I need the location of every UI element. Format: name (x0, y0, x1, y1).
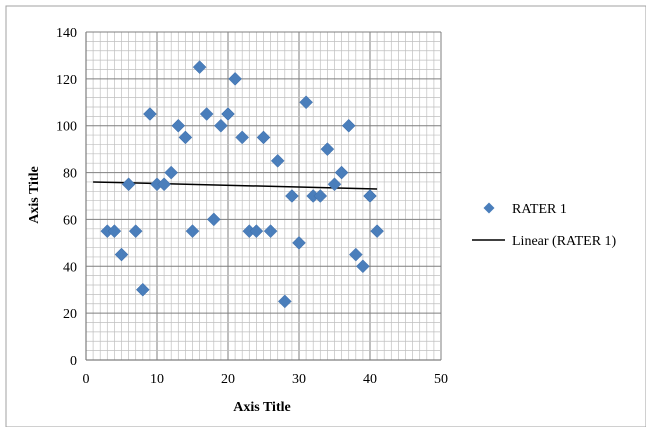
tick-labels: 0 10 20 30 40 50 0 20 40 60 80 100 120 140 (56, 26, 448, 387)
data-points (100, 60, 384, 309)
data-point (221, 107, 235, 121)
data-point (277, 294, 292, 309)
data-point (135, 282, 150, 297)
y-axis-title: Axis Title (27, 166, 42, 223)
data-point (214, 118, 228, 133)
data-point (157, 177, 171, 192)
y-tick-label: 60 (63, 213, 77, 228)
chart-border (5, 5, 646, 427)
data-point (299, 95, 313, 110)
data-point (327, 177, 342, 192)
y-tick-label: 0 (70, 354, 77, 369)
data-point (206, 212, 221, 227)
data-point (107, 224, 122, 238)
data-point (320, 142, 335, 156)
data-point (114, 247, 129, 262)
data-point (178, 130, 193, 145)
data-point (171, 118, 186, 133)
data-point (128, 224, 143, 238)
data-point (164, 165, 179, 180)
data-point (256, 130, 271, 145)
x-tick-label: 50 (434, 372, 448, 387)
trendline (93, 181, 378, 190)
data-point (292, 236, 306, 250)
x-tick-label: 10 (150, 372, 164, 387)
y-tick-label: 20 (63, 307, 77, 322)
data-point (199, 107, 214, 121)
y-tick-label: 40 (63, 260, 77, 275)
data-point (121, 177, 136, 192)
axes (85, 32, 441, 361)
data-point (356, 259, 370, 274)
data-point (228, 72, 242, 86)
x-tick-label: 30 (292, 372, 306, 387)
x-tick-label: 40 (363, 372, 377, 387)
data-point (348, 247, 363, 262)
data-point (249, 224, 264, 238)
y-tick-label: 120 (56, 73, 77, 88)
legend-label-linear: Linear (RATER 1) (512, 234, 617, 249)
x-tick-label: 20 (221, 372, 235, 387)
gridlines (85, 31, 442, 361)
x-axis-title: Axis Title (233, 400, 290, 415)
legend: RATER 1 Linear (RATER 1) (472, 202, 617, 249)
legend-label-rater-1: RATER 1 (512, 202, 567, 217)
data-point (235, 130, 250, 145)
data-point (143, 107, 157, 121)
trendline-layer (93, 181, 378, 190)
data-point (270, 154, 285, 168)
data-point (185, 224, 200, 238)
y-tick-label: 140 (56, 26, 77, 41)
data-point (192, 60, 207, 74)
x-tick-label: 0 (83, 372, 90, 387)
data-point (341, 118, 356, 133)
data-point (334, 165, 349, 180)
legend-marker-rater-1 (483, 202, 495, 214)
data-point (370, 224, 384, 238)
data-point (313, 189, 328, 203)
data-point (363, 189, 377, 203)
y-tick-label: 80 (63, 167, 77, 182)
data-point (263, 224, 278, 238)
legend-diamond (483, 202, 495, 214)
y-tick-label: 100 (56, 120, 77, 135)
data-point (285, 189, 299, 203)
